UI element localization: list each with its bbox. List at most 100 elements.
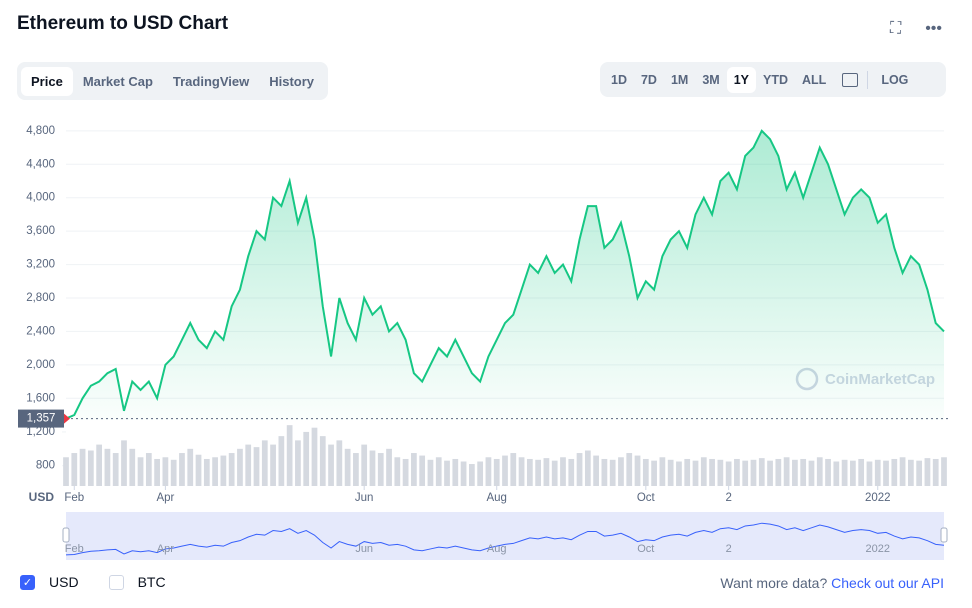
volume-bar [725,461,732,486]
volume-bar [692,460,699,486]
volume-bar [551,460,558,486]
volume-bar [642,458,649,486]
volume-bar [79,448,86,486]
volume-bar [526,458,533,486]
volume-bar [336,440,343,486]
volume-bar [278,436,285,486]
range-button[interactable]: 1D [611,72,627,87]
price-line [65,129,945,420]
volume-bar [932,458,939,486]
navigator-label: 2 [726,543,732,555]
volume-bar [626,453,633,486]
volume-bar [121,440,127,486]
volume-bar [609,459,616,486]
volume-bar [154,458,160,486]
volume-bar [518,457,525,486]
volume-bar [170,459,177,486]
volume-bar [808,460,815,486]
volume-bar [576,453,583,486]
volume-bar [543,458,550,486]
checkbox[interactable]: ✓ [20,574,35,590]
volume-bar [941,457,947,486]
volume-bar [899,457,906,486]
volume-bar [328,444,334,486]
volume-bar [435,457,442,486]
checkbox[interactable] [108,574,124,590]
volume-bar [319,436,326,486]
range-button[interactable]: YTD [763,72,789,87]
legend: ✓ USD BTC [20,574,196,590]
volume-bar [858,458,865,486]
navigator-label: Aug [487,543,507,555]
navigator-handle-right[interactable] [940,527,948,543]
volume-bar [195,454,202,486]
volume-bar [841,459,848,486]
volume-bar [145,453,152,486]
price-marker-label: 1,357 [27,413,56,425]
navigator-label: Oct [637,543,654,555]
tab[interactable]: Price [21,66,73,96]
volume-bar [792,459,798,486]
y-tick-label: 2,800 [26,292,55,304]
volume-bar [907,459,914,486]
volume-bar [386,448,392,486]
range-button[interactable]: 1M [670,72,689,87]
price-marker-arrow [64,413,70,424]
view-tabs: Price Market Cap TradingView History [17,62,329,100]
volume-bar [129,448,136,486]
volume-bar [220,455,227,486]
volume-bar [295,440,301,486]
volume-bar [477,461,484,486]
volume-bar [187,448,194,486]
navigator-label: Feb [65,543,84,555]
range-button[interactable]: 1Y [726,66,757,93]
volume-bar [717,459,724,486]
volume-bar [700,457,707,486]
tab[interactable]: Market Cap [82,73,153,89]
navigator-window[interactable] [66,512,944,560]
fullscreen-icon[interactable]: ⛶ [889,20,902,37]
tab[interactable]: TradingView [172,73,250,89]
more-icon[interactable]: ••• [925,20,942,37]
range-button[interactable]: ALL [802,72,827,87]
volume-bar [253,447,260,486]
price-marker-bg [18,409,64,428]
range-selector: 1D 7D 1M 3M 1Y YTD ALL LOG [600,62,946,97]
volume-bar [452,458,459,486]
navigator-handle-left[interactable] [62,527,70,543]
volume-bar [369,450,376,486]
volume-bar [601,458,608,486]
volume-bar [212,457,218,486]
legend-item[interactable]: BTC [108,574,166,590]
navigator-label: Apr [157,543,174,555]
api-link[interactable]: Check out our API [831,575,944,591]
y2-tick-label: 800 [36,460,55,472]
volume-bar [344,448,351,486]
x-tick-label: 2022 [865,492,891,504]
volume-bar [361,444,368,486]
log-button[interactable]: LOG [881,72,909,87]
range-button[interactable]: 7D [640,72,657,87]
volume-bar [866,461,873,486]
range-button[interactable]: 3M [702,72,720,87]
volume-bar [734,458,740,486]
volume-bar [179,453,185,486]
chart: 1,600 2,000 2,400 2,800 3,200 3,600 4,000 4,400… [18,125,948,560]
volume-bar [245,444,252,486]
volume-bar [618,457,624,486]
y2-tick-label: 1,200 [26,426,55,438]
volume-bar [593,455,599,486]
tab[interactable]: History [269,73,315,89]
volume-bar [775,458,782,486]
footer: Want more data? Check out our API [720,575,944,591]
volume-bar [634,455,641,486]
volume-bar [261,440,268,486]
y-tick-label: 2,000 [26,359,55,371]
legend-item[interactable]: ✓ USD [20,574,79,590]
calendar-icon[interactable] [842,72,859,87]
footer-prompt: Want more data? [720,575,828,591]
volume-bar [709,458,715,486]
x-tick-label: Oct [637,492,656,504]
x-tick-label: Aug [486,492,506,504]
